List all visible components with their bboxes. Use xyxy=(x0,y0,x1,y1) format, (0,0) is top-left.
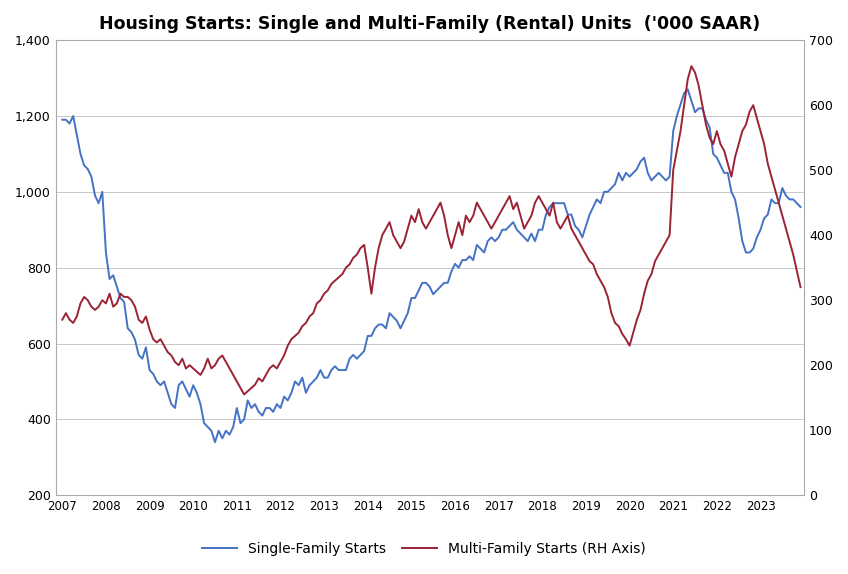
Multi-Family Starts (RH Axis) xyxy=(181,365,191,372)
Multi-Family Starts (RH Axis) xyxy=(432,205,442,212)
Multi-Family Starts (RH Axis) xyxy=(795,284,806,290)
Multi-Family Starts (RH Axis) xyxy=(686,63,696,69)
Legend: Single-Family Starts, Multi-Family Starts (RH Axis): Single-Family Starts, Multi-Family Start… xyxy=(197,536,651,561)
Single-Family Starts xyxy=(446,268,456,275)
Single-Family Starts xyxy=(683,86,693,93)
Single-Family Starts xyxy=(181,386,191,393)
Line: Single-Family Starts: Single-Family Starts xyxy=(62,90,801,442)
Title: Housing Starts: Single and Multi-Family (Rental) Units  ('000 SAAR): Housing Starts: Single and Multi-Family … xyxy=(99,15,761,33)
Single-Family Starts xyxy=(795,204,806,211)
Multi-Family Starts (RH Axis) xyxy=(446,245,456,251)
Single-Family Starts xyxy=(606,185,616,192)
Multi-Family Starts (RH Axis) xyxy=(257,378,267,385)
Multi-Family Starts (RH Axis) xyxy=(239,391,249,398)
Single-Family Starts xyxy=(137,355,148,362)
Multi-Family Starts (RH Axis) xyxy=(137,320,148,327)
Multi-Family Starts (RH Axis) xyxy=(57,316,67,323)
Single-Family Starts xyxy=(57,117,67,123)
Single-Family Starts xyxy=(432,287,442,294)
Multi-Family Starts (RH Axis) xyxy=(606,310,616,317)
Single-Family Starts xyxy=(257,412,267,419)
Line: Multi-Family Starts (RH Axis): Multi-Family Starts (RH Axis) xyxy=(62,66,801,394)
Single-Family Starts xyxy=(210,439,220,445)
